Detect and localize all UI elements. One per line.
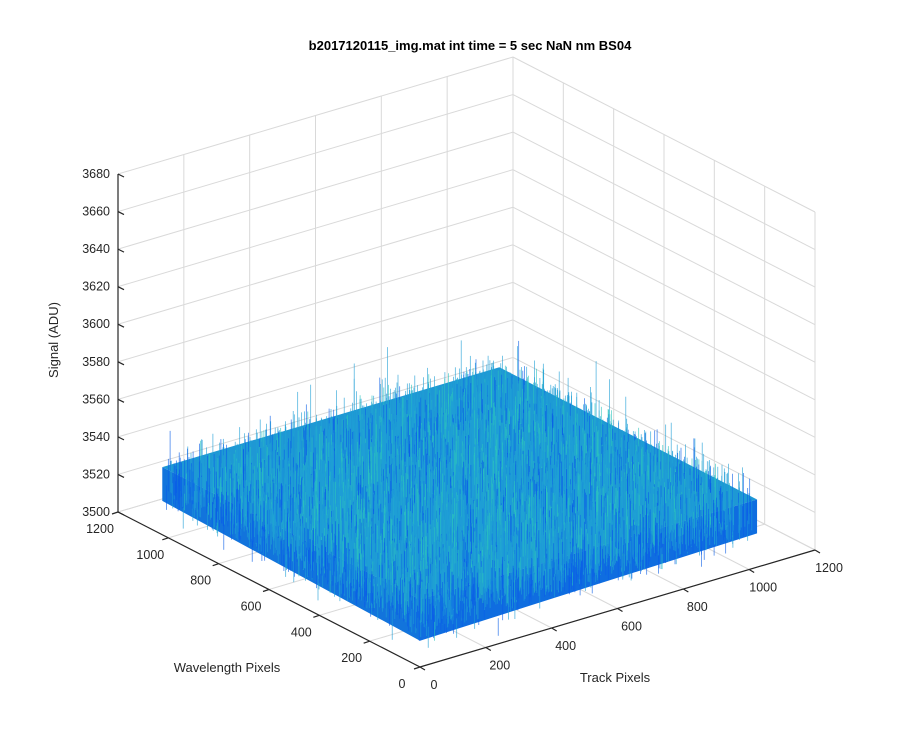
chart-title: b2017120115_img.mat int time = 5 sec NaN… [309,38,632,53]
grid-line [512,319,816,476]
grid-line [117,356,514,475]
grid-line [512,169,816,326]
grid-line [512,356,816,513]
grid-line [512,281,816,438]
grid-line [512,56,816,213]
grid-line [117,244,514,363]
grid-line [512,131,816,288]
grid-line [117,131,514,250]
grid-line [117,94,514,213]
grid-line [117,319,514,438]
grid-line [512,206,816,363]
grid-line [117,56,514,175]
grid-line [512,94,816,251]
grid-line [117,169,514,288]
grid-line [117,206,514,325]
grid-line [512,244,816,401]
grid-line [117,281,514,400]
surface [162,340,758,648]
